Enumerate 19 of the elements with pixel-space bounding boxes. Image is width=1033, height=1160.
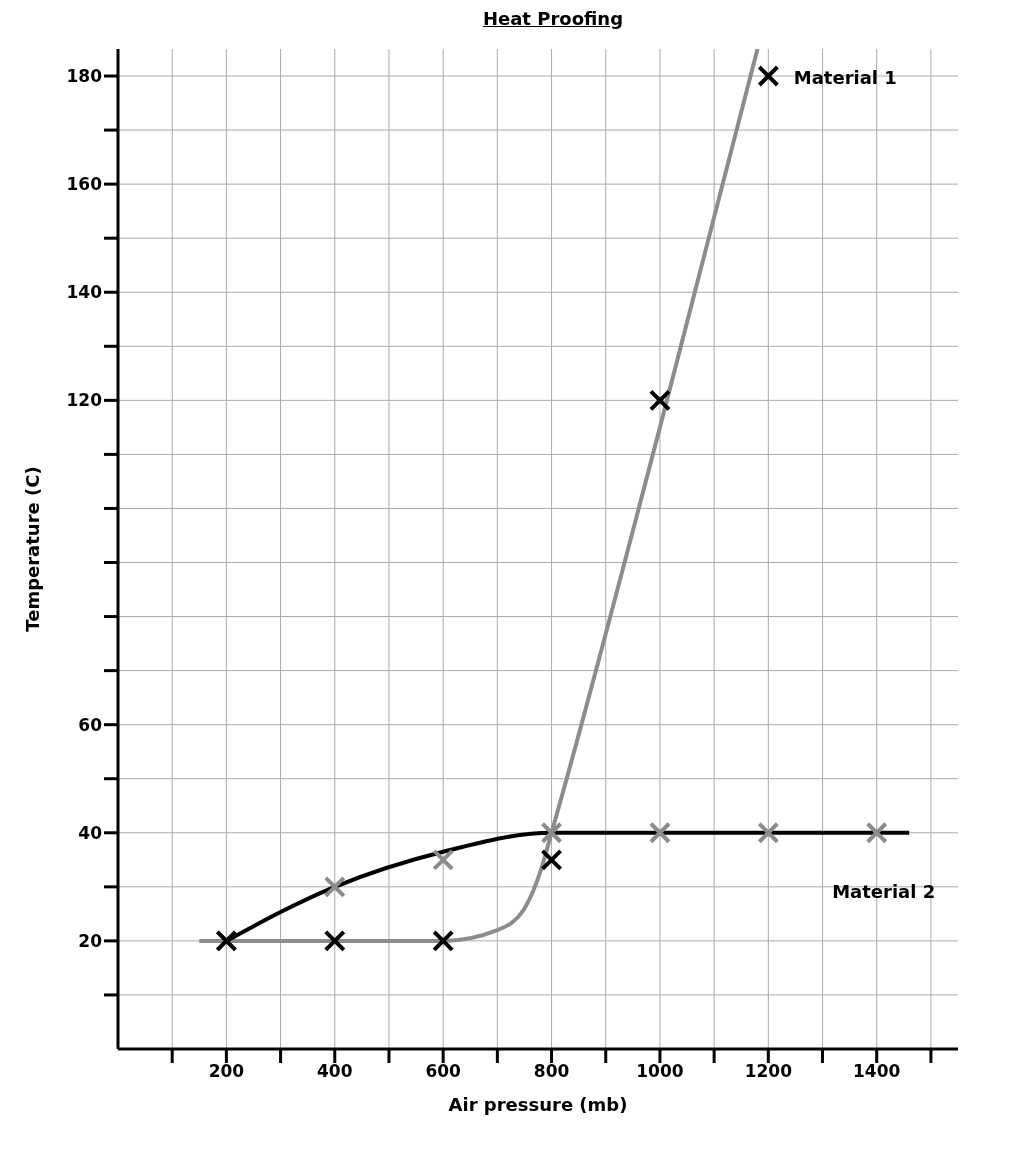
- chart-title: Heat Proofing: [481, 8, 625, 29]
- text: Material 2: [832, 881, 936, 903]
- x-tick-label: 1200: [744, 1061, 793, 1082]
- y-tick-label: 140: [66, 282, 103, 303]
- series-label: Material 1: [793, 66, 897, 88]
- y-tick-label: 120: [66, 390, 103, 411]
- x-tick-label: 1400: [853, 1061, 901, 1082]
- y-tick-label: 40: [78, 822, 103, 843]
- y-tick-label: 20: [78, 930, 103, 951]
- y-axis-title: Temperature (C): [22, 466, 44, 632]
- x-tick-label: 200: [208, 1061, 245, 1082]
- y-tick-label: 160: [66, 174, 103, 195]
- y-tick-label: 60: [78, 714, 103, 735]
- y-tick-label: 180: [66, 66, 103, 87]
- x-tick-label: 600: [425, 1061, 462, 1082]
- x-tick-label: 400: [317, 1061, 353, 1082]
- x-axis-title: Air pressure (mb): [448, 1094, 628, 1115]
- x-tick-label: 800: [533, 1061, 570, 1082]
- x-tick-label: 1000: [636, 1061, 684, 1082]
